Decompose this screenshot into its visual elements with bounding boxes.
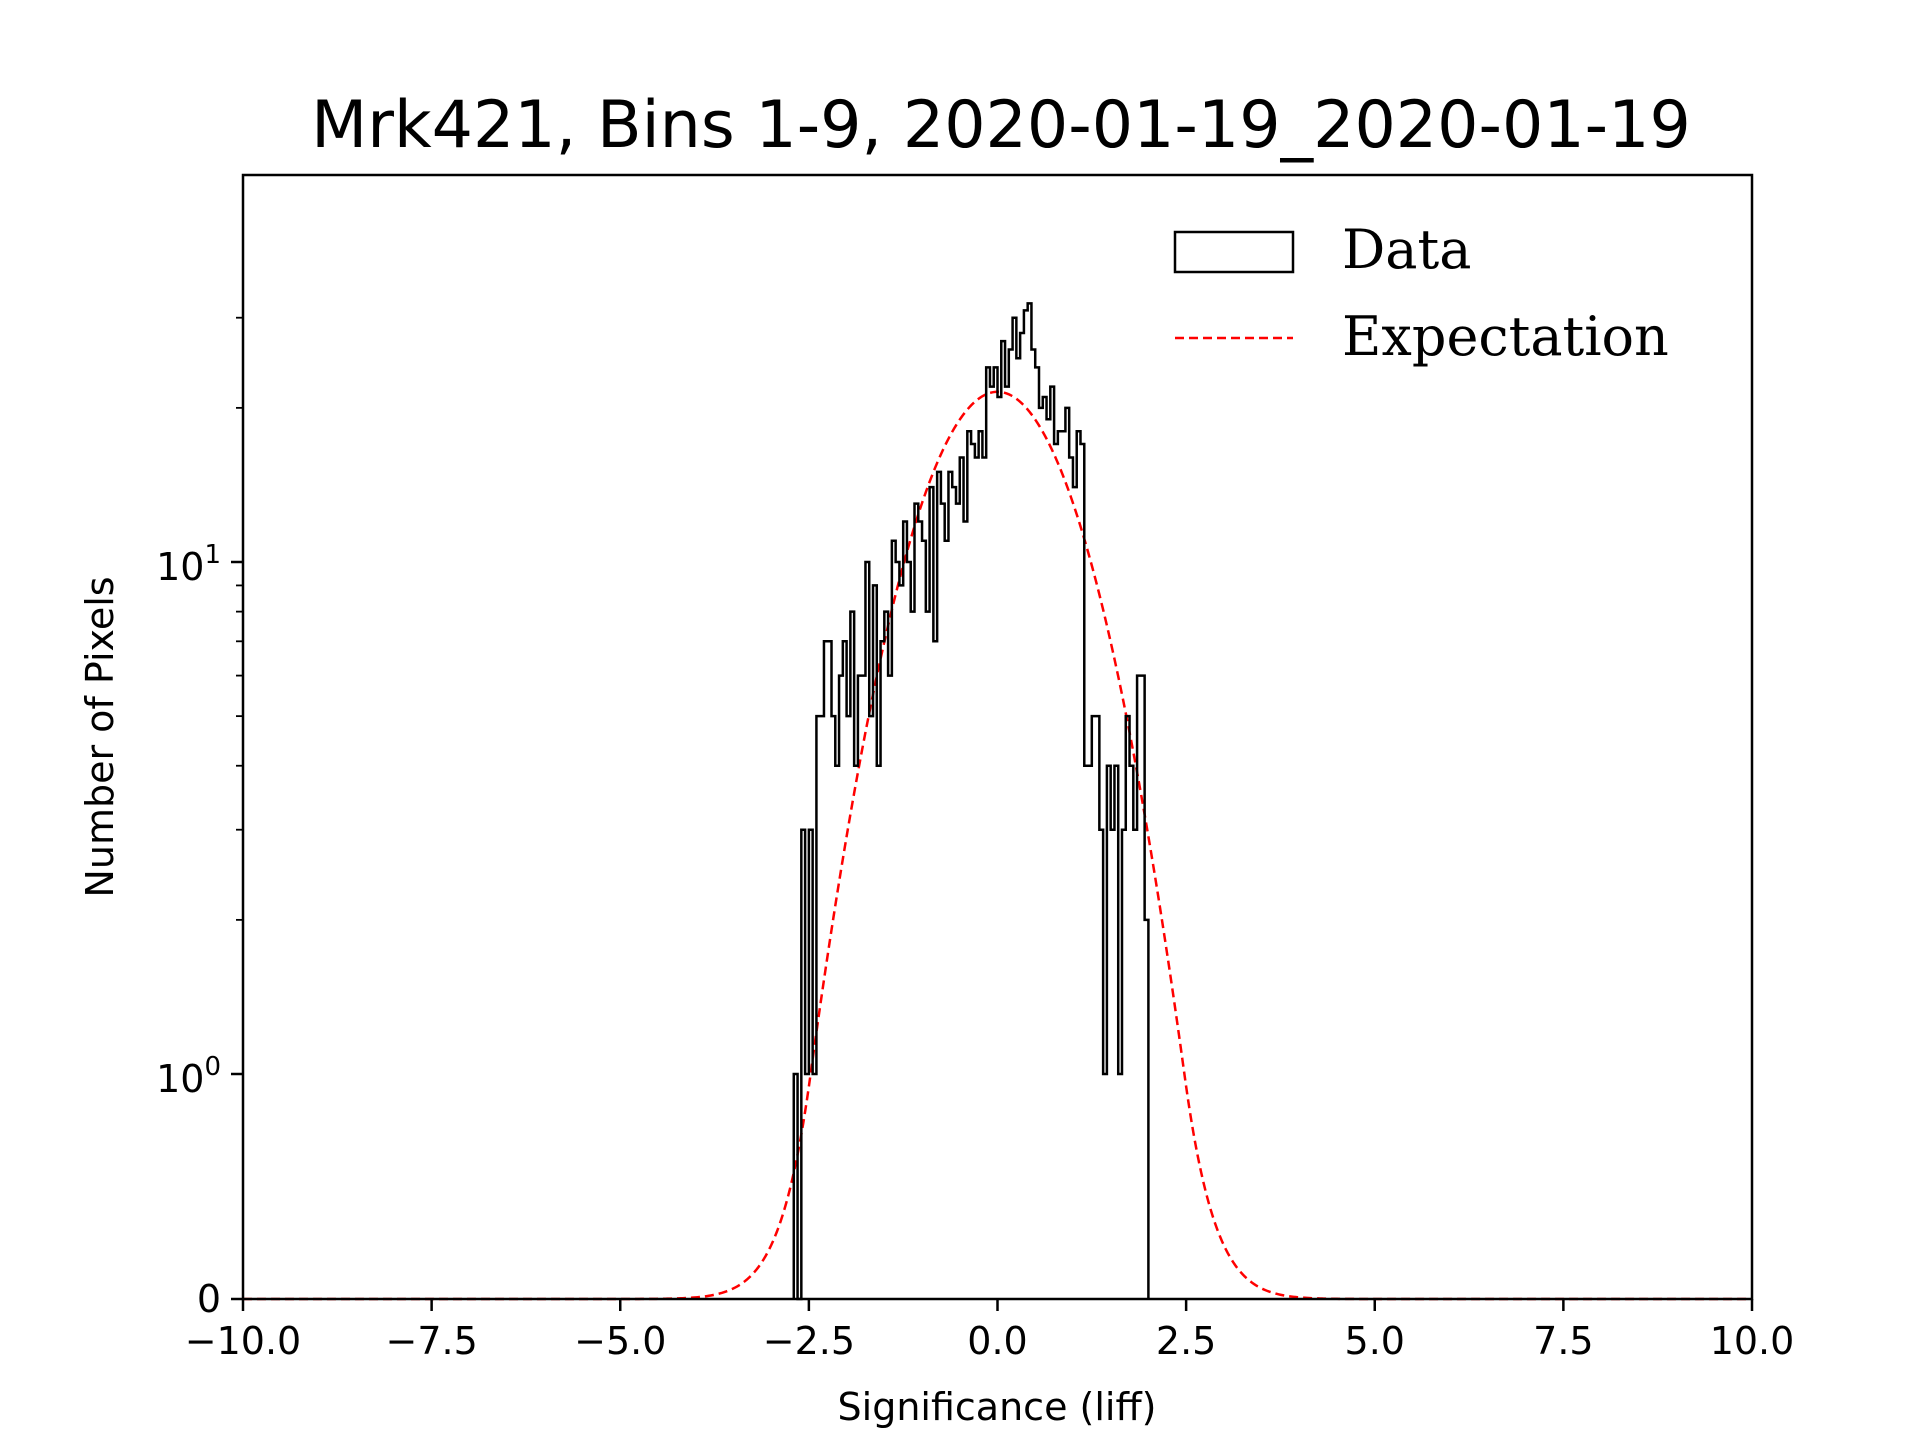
y-tick-label: 101 <box>156 540 221 589</box>
x-tick-label: −7.5 <box>385 1319 477 1363</box>
y-tick-label: 100 <box>156 1052 221 1101</box>
x-tick-label: 10.0 <box>1710 1319 1795 1363</box>
legend-expectation-label: Expectation <box>1342 305 1669 368</box>
y-tick-label-exponent: 0 <box>204 1052 221 1082</box>
x-tick-label: −5.0 <box>574 1319 666 1363</box>
x-tick-label: −10.0 <box>185 1319 301 1363</box>
y-tick-label-base: 10 <box>156 545 204 589</box>
x-tick-label: 0.0 <box>967 1319 1027 1363</box>
x-axis-label: Significance (liff) <box>838 1385 1157 1429</box>
legend: Data Expectation <box>1173 218 1669 368</box>
y-axis-label: Number of Pixels <box>78 576 122 897</box>
x-tick-label: 5.0 <box>1345 1319 1405 1363</box>
data-histogram <box>792 302 1150 1301</box>
x-tick-label: −2.5 <box>763 1319 855 1363</box>
y-tick-label: 0 <box>197 1277 221 1321</box>
x-axis-ticks: −10.0 −7.5 −5.0 −2.5 0.0 2.5 5.0 7.5 10.0 <box>185 1299 1795 1363</box>
chart-title: Mrk421, Bins 1-9, 2020-01-19_2020-01-19 <box>311 88 1691 163</box>
legend-data-label: Data <box>1342 218 1471 281</box>
y-tick-label-base: 10 <box>156 1057 204 1101</box>
x-tick-label: 7.5 <box>1533 1319 1593 1363</box>
y-tick-label-exponent: 1 <box>204 540 221 570</box>
x-tick-label: 2.5 <box>1156 1319 1216 1363</box>
legend-data-swatch <box>1173 230 1295 274</box>
